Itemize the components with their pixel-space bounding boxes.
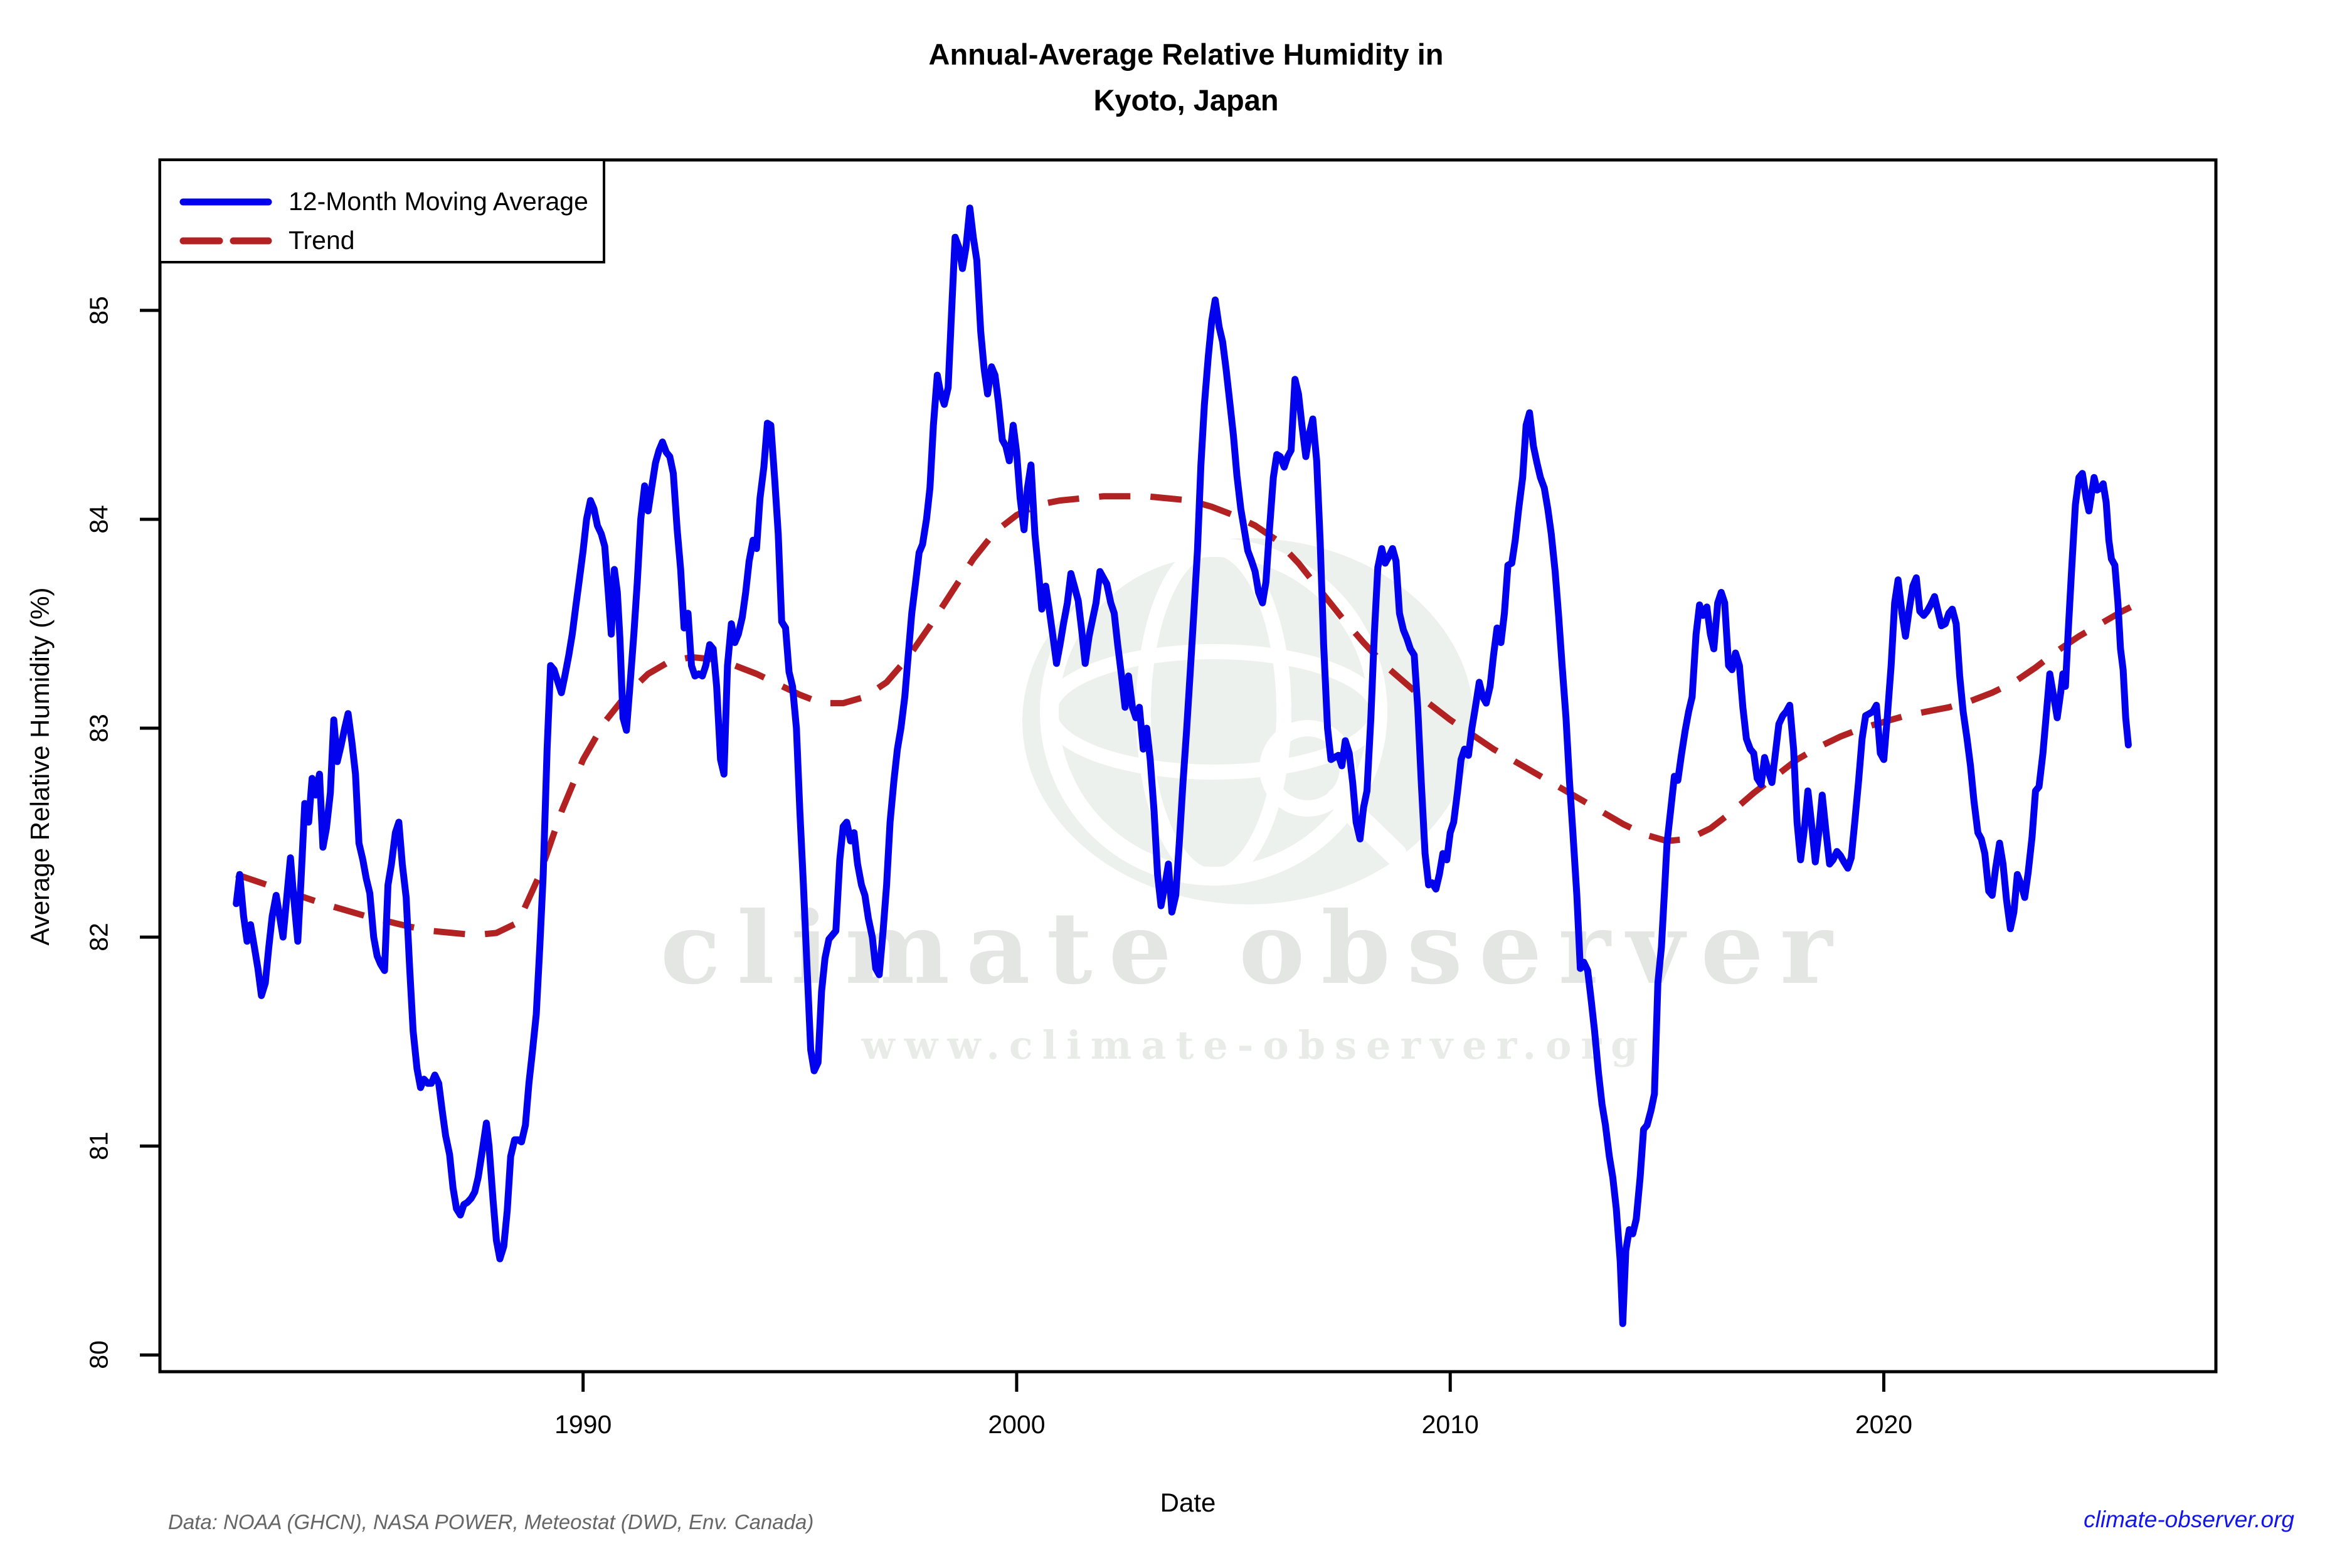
chart-title-line2: Kyoto, Japan — [1093, 83, 1279, 117]
x-tick-label: 1990 — [554, 1410, 612, 1439]
y-tick-label: 85 — [84, 296, 114, 325]
legend-label-moving-average: 12-Month Moving Average — [289, 187, 588, 216]
trend-line — [235, 493, 2141, 938]
data-source-note: Data: NOAA (GHCN), NASA POWER, Meteostat… — [168, 1510, 814, 1534]
watermark-brand-text: climate observer — [660, 891, 1849, 1007]
legend-label-trend: Trend — [289, 226, 355, 255]
plot-border — [158, 158, 2218, 1374]
x-tick-label: 2020 — [1855, 1410, 1913, 1439]
y-tick-label: 80 — [84, 1340, 114, 1370]
x-tick-label: 2000 — [988, 1410, 1046, 1439]
legend-box — [159, 159, 605, 263]
y-axis-label: Average Relative Humidity (%) — [25, 587, 55, 946]
watermark-url-text: www.climate-observer.org — [861, 1022, 1648, 1068]
site-link[interactable]: climate-observer.org — [2084, 1507, 2294, 1532]
legend — [159, 159, 605, 263]
chart-title-line1: Annual-Average Relative Humidity in — [928, 38, 1444, 71]
x-axis-label: Date — [1160, 1488, 1216, 1517]
moving-average-line — [233, 204, 2132, 1327]
y-tick-label: 84 — [84, 505, 114, 534]
y-tick-label: 83 — [84, 714, 114, 743]
y-tick-label: 82 — [84, 923, 114, 951]
axis-tick-marks — [140, 309, 1885, 1392]
x-tick-label: 2010 — [1421, 1410, 1479, 1439]
y-tick-label: 81 — [84, 1131, 114, 1161]
